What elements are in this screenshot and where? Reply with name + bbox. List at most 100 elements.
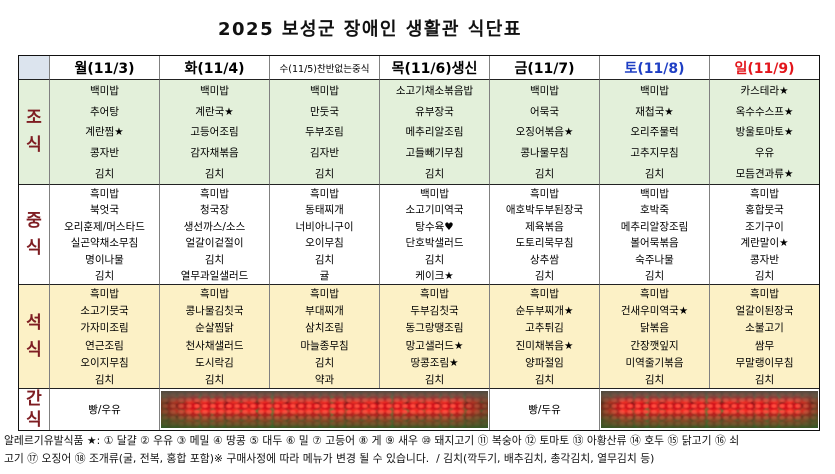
menu-item: 우유: [754, 147, 775, 160]
menu-item: 김치: [94, 373, 115, 386]
menu-item: 김치: [204, 253, 225, 266]
menu-item: 진미채볶음★: [515, 339, 574, 352]
menu-item: 두부김칫국: [410, 305, 459, 318]
menu-item: 순두부찌개★: [515, 305, 574, 318]
menu-item: 미역줄기볶음: [625, 356, 684, 369]
menu-item: 흑미밥: [640, 288, 669, 301]
menu-item: 메추리알조림: [405, 126, 464, 139]
menu-item: 흑미밥: [750, 288, 779, 301]
menu-item: 김치: [644, 168, 665, 181]
meal-label: 중식: [19, 184, 49, 284]
menu-item: 두부조림: [305, 126, 344, 139]
menu-item: 김치: [534, 168, 555, 181]
day-header: 금(11/7): [489, 56, 599, 79]
meal-label-text: 간식: [26, 388, 42, 430]
menu-item: 귤: [319, 270, 330, 283]
allergy-notice-line: 알레르기유발식품 ★: ① 달걀 ② 우유 ③ 메밀 ④ 땅콩 ⑤ 대두 ⑥ 밀…: [4, 434, 740, 447]
menu-item: 홍합뭇국: [745, 204, 784, 217]
day-meal-cell: 흑미밥 동태찌개 너비아니구이 오이무침 김치 귤: [269, 184, 379, 284]
menu-item: 흑미밥: [750, 187, 779, 200]
menu-item: 김치: [534, 270, 555, 283]
day-meal-cell: 흑미밥 순두부찌개★ 고추튀김 진미채볶음★ 양파절임 김치: [489, 284, 599, 388]
menu-item: 탕수육♥: [415, 220, 454, 233]
menu-item: 천사채샐러드: [185, 339, 244, 352]
day-meal-cell: 백미밥 계란국★ 고등어조림 감자채볶음 김치: [159, 79, 269, 184]
menu-item: 어묵국: [530, 105, 559, 118]
menu-item: 흑미밥: [200, 288, 229, 301]
menu-item: 부대찌개: [305, 305, 344, 318]
menu-item: 김치: [424, 373, 445, 386]
menu-item: 김치: [644, 373, 665, 386]
menu-item: 옥수수스프★: [735, 105, 794, 118]
meal-label: 간식: [19, 388, 49, 430]
menu-item: 김치: [754, 373, 775, 386]
menu-item: 흑미밥: [90, 187, 119, 200]
day-meal-cell: 흑미밥 부대찌개 삼치조림 마늘종무침 김치 약과: [269, 284, 379, 388]
menu-item: 유부장국: [415, 105, 454, 118]
menu-item: 얼갈이된장국: [735, 305, 794, 318]
day-header: 일(11/9): [709, 56, 819, 79]
menu-item: 숙주나물: [635, 253, 674, 266]
menu-item: 김치: [754, 270, 775, 283]
menu-item: 상추쌈: [530, 253, 559, 266]
menu-item: 카스테라★: [740, 84, 789, 97]
menu-item: 감자채볶음: [190, 147, 239, 160]
menu-item: 동그랑땡조림: [405, 322, 464, 335]
menu-item: 간장깻잎지: [630, 339, 679, 352]
menu-item: 도시락김: [195, 356, 234, 369]
menu-item: 고들빼기무침: [405, 147, 464, 160]
menu-item: 닭볶음: [640, 322, 669, 335]
menu-item: 계란국★: [195, 105, 234, 118]
menu-item: 애호박두부된장국: [505, 204, 584, 217]
menu-item: 땅콩조림★: [410, 356, 459, 369]
menu-item: 메추리알장조림: [620, 220, 689, 233]
day-header: 목(11/6)생신: [379, 56, 489, 79]
menu-item: 청국장: [200, 204, 229, 217]
menu-item: 백미밥: [90, 84, 119, 97]
day-meal-cell: 백미밥 추어탕 계란찜★ 콩자반 김치: [49, 79, 159, 184]
menu-item: 오이지무침: [80, 356, 129, 369]
day-meal-cell: 백미밥 어묵국 오징어볶음★ 콩나물무침 김치: [489, 79, 599, 184]
menu-item: 김치: [424, 253, 445, 266]
meal-label: 석식: [19, 284, 49, 388]
menu-item: 실곤약채소무침: [70, 237, 139, 250]
menu-item: 오리주물럭: [630, 126, 679, 139]
day-meal-cell: 흑미밥 청국장 생선까스/소스 얼갈이겉절이 김치 열무과일샐러드: [159, 184, 269, 284]
menu-item: 백미밥: [530, 84, 559, 97]
menu-item: 동태찌개: [305, 204, 344, 217]
day-header: 월(11/3): [49, 56, 159, 79]
day-meal-cell: 백미밥 만둣국 두부조림 김자반 김치: [269, 79, 379, 184]
menu-item: 단호박샐러드: [405, 237, 464, 250]
menu-item: 재첩국★: [635, 105, 674, 118]
menu-item: 김자반: [310, 147, 339, 160]
menu-item: 김치: [314, 356, 335, 369]
menu-item: 볼어묵볶음: [630, 237, 679, 250]
menu-item: 계란찜★: [85, 126, 124, 139]
menu-item: 오리훈제/머스타드: [64, 220, 145, 233]
menu-item: 추어탕: [90, 105, 119, 118]
allergy-notice: 알레르기유발식품 ★: ① 달걀 ② 우유 ③ 메밀 ④ 땅콩 ⑤ 대두 ⑥ 밀…: [4, 432, 739, 468]
menu-item: 북엇국: [90, 204, 119, 217]
day-meal-cell: 소고기채소볶음밥 유부장국 메추리알조림 고들빼기무침 김치: [379, 79, 489, 184]
meal-label-text: 조식: [26, 108, 42, 155]
menu-item: 김치: [314, 168, 335, 181]
day-meal-cell: 흑미밥 콩나물김칫국 순살찜닭 천사채샐러드 도시락김 김치: [159, 284, 269, 388]
page-title: 2025 보성군 장애인 생활관 식단표: [218, 19, 522, 40]
red-flower-photo: [161, 391, 488, 428]
menu-item: 백미밥: [640, 84, 669, 97]
menu-item: 흑미밥: [310, 187, 339, 200]
snack-item: 빵/우유: [88, 404, 121, 416]
day-meal-cell: 흑미밥 북엇국 오리훈제/머스타드 실곤약채소무침 명이나물 김치: [49, 184, 159, 284]
menu-item: 김치: [204, 373, 225, 386]
menu-item: 계란말이★: [740, 237, 789, 250]
menu-item: 양파절임: [525, 356, 564, 369]
menu-item: 흑미밥: [90, 288, 119, 301]
menu-item: 소고기미역국: [405, 204, 464, 217]
menu-item: 김치: [314, 253, 335, 266]
snack-cell: 빵/우유: [49, 388, 159, 430]
menu-item: 약과: [314, 373, 335, 386]
meal-label-text: 석식: [26, 312, 42, 360]
day-meal-cell: 흑미밥 소고기뭇국 가자미조림 연근조림 오이지무침 김치: [49, 284, 159, 388]
menu-item: 콩자반: [90, 147, 119, 160]
